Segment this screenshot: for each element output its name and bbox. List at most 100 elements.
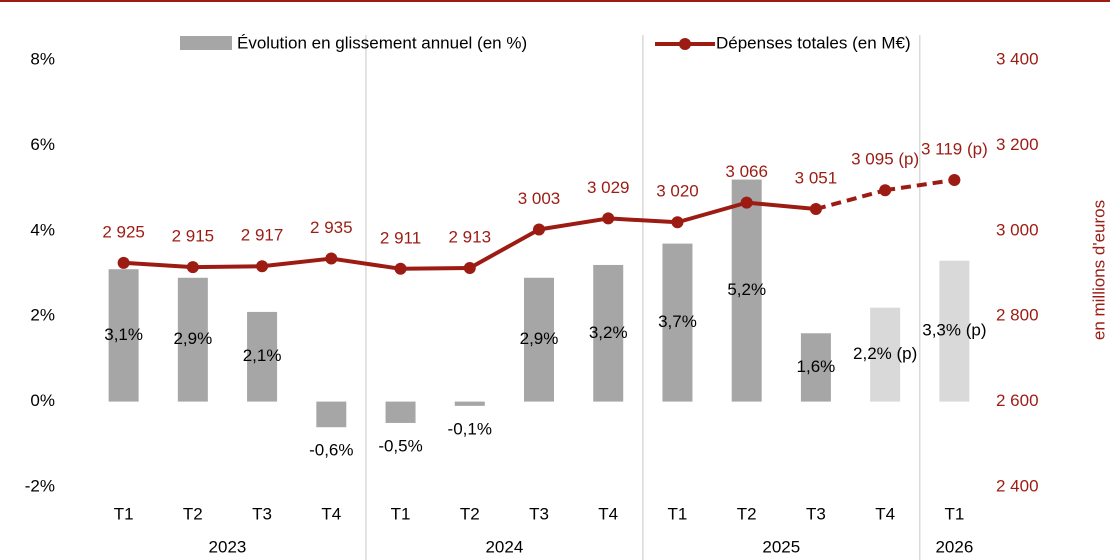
- top-rule: [0, 0, 1110, 2]
- y-tick-label: 0%: [30, 391, 55, 410]
- line-marker: [394, 262, 407, 275]
- bar: [108, 269, 139, 402]
- line-value-label: 2 911: [380, 228, 421, 247]
- y-tick-label: 4%: [30, 220, 55, 239]
- line-marker: [533, 223, 545, 236]
- bar-value-label: 3,2%: [589, 323, 628, 342]
- y-tick-label: -2%: [25, 476, 55, 495]
- legend-swatch: [180, 36, 232, 50]
- bar: [385, 401, 416, 423]
- bar-value-label: 2,1%: [243, 346, 282, 365]
- line-segment: [746, 200, 817, 212]
- line-marker: [463, 261, 476, 274]
- line-value-label: 3 051: [795, 169, 838, 188]
- bar-value-label: 5,2%: [727, 280, 766, 299]
- line-value-label: 2 917: [241, 226, 284, 245]
- bar-value-label: -0,5%: [378, 436, 422, 455]
- line-segment: [261, 256, 332, 269]
- line-marker: [117, 256, 130, 269]
- y2-tick-label: 2 600: [996, 391, 1039, 410]
- x-tick-label: T1: [668, 504, 688, 523]
- bar-value-label: 3,1%: [104, 325, 143, 344]
- bar-value-label: -0,1%: [448, 419, 492, 438]
- bar-value-label: -0,6%: [309, 441, 353, 460]
- bar-value-label: 3,7%: [658, 312, 697, 331]
- line-segment: [123, 260, 193, 270]
- y2-tick-label: 3 000: [996, 220, 1039, 239]
- bar-value-label: 3,3% (p): [922, 321, 986, 340]
- line-marker: [602, 212, 615, 225]
- bar: [247, 311, 278, 402]
- x-tick-label: T3: [806, 504, 826, 523]
- bar-value-label: 2,9%: [520, 329, 559, 348]
- bar: [870, 307, 901, 402]
- x-tick-label: T4: [875, 504, 895, 523]
- x-tick-label: T4: [321, 504, 341, 523]
- y-tick-label: 2%: [30, 306, 55, 325]
- line-value-label: 3 029: [587, 178, 630, 197]
- x-tick-label: T3: [529, 504, 549, 523]
- y-tick-label: 6%: [30, 135, 55, 154]
- bar: [177, 277, 208, 402]
- bar: [524, 277, 554, 402]
- bar: [939, 260, 970, 402]
- bar-value-label: 1,6%: [797, 357, 836, 376]
- line-marker: [186, 261, 199, 274]
- line-value-label: 2 913: [448, 227, 491, 246]
- line-value-label: 3 119 (p): [921, 139, 988, 158]
- line-value-label: 3 003: [518, 189, 561, 208]
- line-value-label: 3 020: [656, 182, 699, 201]
- line-marker: [671, 216, 684, 229]
- x-tick-label: T1: [944, 504, 964, 523]
- line-segment: [884, 178, 955, 193]
- line-value-label: 3 066: [725, 162, 768, 181]
- y2-tick-label: 3 200: [996, 135, 1039, 154]
- x-tick-label: T4: [598, 504, 618, 523]
- x-tick-label: T2: [183, 504, 203, 523]
- line-marker: [325, 252, 338, 265]
- line-marker: [879, 184, 892, 197]
- bar-value-label: 2,9%: [173, 329, 212, 348]
- group-label: 2025: [762, 537, 800, 556]
- bar: [800, 333, 831, 402]
- x-tick-label: T3: [252, 504, 272, 523]
- line-segment: [608, 216, 678, 225]
- bar: [454, 401, 485, 406]
- y2-tick-label: 2 800: [996, 306, 1039, 325]
- line-marker: [256, 260, 269, 273]
- x-tick-label: T2: [737, 504, 757, 523]
- line-marker: [948, 173, 961, 186]
- line-segment: [192, 264, 263, 270]
- y2-tick-label: 2 400: [996, 476, 1039, 495]
- legend-label: Dépenses totales (en M€): [716, 33, 911, 52]
- bar: [662, 243, 693, 402]
- line-value-label: 2 915: [172, 227, 215, 246]
- y2-axis-label: en millions d'euros: [1089, 200, 1108, 340]
- line-value-label: 2 925: [102, 222, 145, 241]
- line-segment: [468, 227, 540, 270]
- bar: [316, 401, 347, 428]
- x-tick-label: T1: [114, 504, 134, 523]
- line-segment: [815, 188, 886, 211]
- bar: [593, 264, 624, 402]
- line-segment: [400, 265, 470, 271]
- y2-tick-label: 3 400: [996, 49, 1039, 68]
- line-segment: [676, 200, 748, 225]
- line-marker: [740, 196, 753, 209]
- group-label: 2023: [209, 537, 247, 556]
- x-tick-label: T2: [460, 504, 480, 523]
- line-segment: [538, 216, 609, 232]
- line-marker: [809, 203, 822, 216]
- line-value-label: 3 095 (p): [851, 150, 919, 169]
- group-label: 2026: [935, 537, 973, 556]
- bar-value-label: 2,2% (p): [853, 344, 917, 363]
- line-value-label: 2 935: [310, 218, 353, 237]
- legend-label: Évolution en glissement annuel (en %): [237, 33, 527, 52]
- y-tick-label: 8%: [30, 49, 55, 68]
- line-segment: [331, 256, 401, 271]
- legend-marker: [679, 38, 691, 50]
- group-label: 2024: [485, 537, 523, 556]
- x-tick-label: T1: [391, 504, 411, 523]
- bar: [731, 179, 762, 402]
